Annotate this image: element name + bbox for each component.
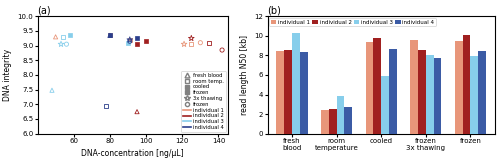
Point [188,43,196,45]
Y-axis label: read length N50 [kb]: read length N50 [kb] [240,35,249,115]
Point [106,34,114,37]
Point [126,40,134,43]
Text: (a): (a) [38,6,51,15]
Bar [366,42,374,134]
Point [57,43,65,45]
Bar [292,33,300,134]
Point [52,36,60,38]
Bar [374,38,382,134]
Bar [284,50,292,134]
X-axis label: DNA-concentration [ng/μL]: DNA-concentration [ng/μL] [81,149,184,158]
Bar [455,41,462,134]
Point [218,49,226,51]
Point [206,41,214,44]
Bar [478,51,486,134]
Bar [426,55,434,134]
Point [62,43,70,45]
Bar [344,107,352,134]
Legend: fresh blood, room temp., cooled, frozen, 3x thawing, frozen, individual 1, indiv: fresh blood, room temp., cooled, frozen,… [182,71,226,132]
Point [106,34,114,37]
Bar [462,35,470,134]
Y-axis label: DNA integrity: DNA integrity [3,49,12,101]
Text: (b): (b) [268,6,281,15]
Point [142,40,150,43]
Point [106,34,114,37]
Legend: individual 1, individual 2, individual 3, individual 4: individual 1, individual 2, individual 3… [269,18,436,26]
Point [66,34,74,37]
Bar [336,96,344,134]
Bar [434,58,442,134]
Point [48,89,56,92]
Bar [329,109,336,134]
Bar [418,50,426,134]
Bar [321,110,329,134]
Bar [300,52,308,134]
Point [124,41,132,44]
Point [126,38,134,41]
Bar [276,51,284,134]
Point [133,43,141,45]
Point [59,36,67,38]
Point [188,37,196,40]
Point [102,104,110,107]
Point [126,38,134,41]
Point [133,110,141,113]
Point [180,43,188,45]
Bar [382,76,389,134]
Point [196,41,204,44]
Bar [470,56,478,134]
Point [133,37,141,40]
Bar [389,49,397,134]
Bar [410,40,418,134]
